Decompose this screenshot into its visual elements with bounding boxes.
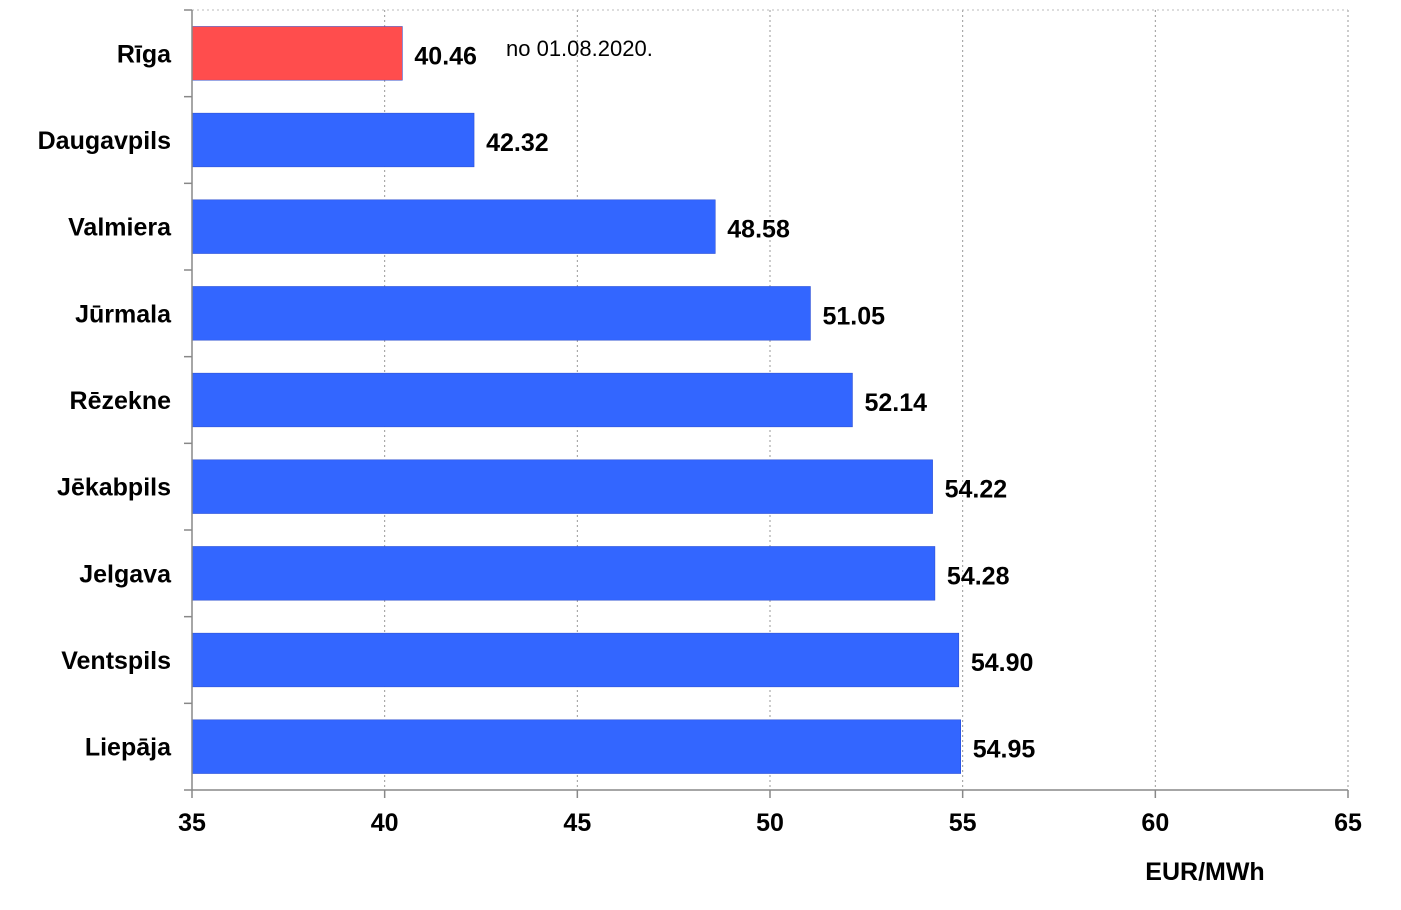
x-tick-label: 60 (1141, 809, 1169, 837)
x-tick-label: 50 (756, 809, 784, 837)
bar (191, 719, 961, 774)
value-label: 48.58 (727, 216, 790, 244)
value-label: 40.46 (414, 42, 477, 70)
x-axis-title: EUR/MWh (1145, 858, 1264, 886)
x-tick-label: 40 (371, 809, 399, 837)
category-label: Valmiera (68, 214, 172, 242)
x-tick-label: 65 (1334, 809, 1362, 837)
x-tick-label: 55 (949, 809, 977, 837)
value-label: 54.28 (947, 562, 1010, 590)
x-tick-label: 35 (178, 809, 206, 837)
category-label: Daugavpils (38, 127, 171, 155)
category-label: Rēzekne (70, 387, 172, 415)
value-label: 54.95 (973, 736, 1036, 764)
value-label: 54.90 (971, 649, 1034, 677)
category-labels: Rīga Daugavpils Valmiera Jūrmala Rēzekne Jēka… (38, 40, 172, 761)
category-label: Jēkabpils (57, 474, 171, 502)
category-label: Rīga (117, 40, 172, 68)
bar (191, 199, 716, 254)
bar (191, 26, 403, 81)
category-label: Jelgava (79, 560, 172, 588)
date-annotation: no 01.08.2020. (506, 36, 653, 61)
bar (191, 372, 853, 428)
x-tick-labels: 35 40 45 50 55 60 65 (178, 809, 1362, 837)
bars (191, 26, 961, 774)
bar (191, 459, 933, 514)
value-label: 42.32 (486, 129, 549, 157)
bar (191, 286, 811, 341)
x-tick-label: 45 (563, 809, 591, 837)
axes (184, 9, 1349, 798)
category-label: Jūrmala (75, 300, 172, 328)
category-label: Liepāja (85, 734, 172, 762)
value-label: 52.14 (864, 389, 927, 417)
category-label: Ventspils (61, 647, 171, 675)
bar (191, 632, 960, 688)
value-label: 51.05 (822, 302, 885, 330)
value-label: 54.22 (945, 476, 1008, 504)
bar (191, 546, 936, 601)
bar (191, 112, 475, 168)
value-labels: 40.46 42.32 48.58 51.05 52.14 54.22 54.28 54.90… (414, 42, 1035, 763)
